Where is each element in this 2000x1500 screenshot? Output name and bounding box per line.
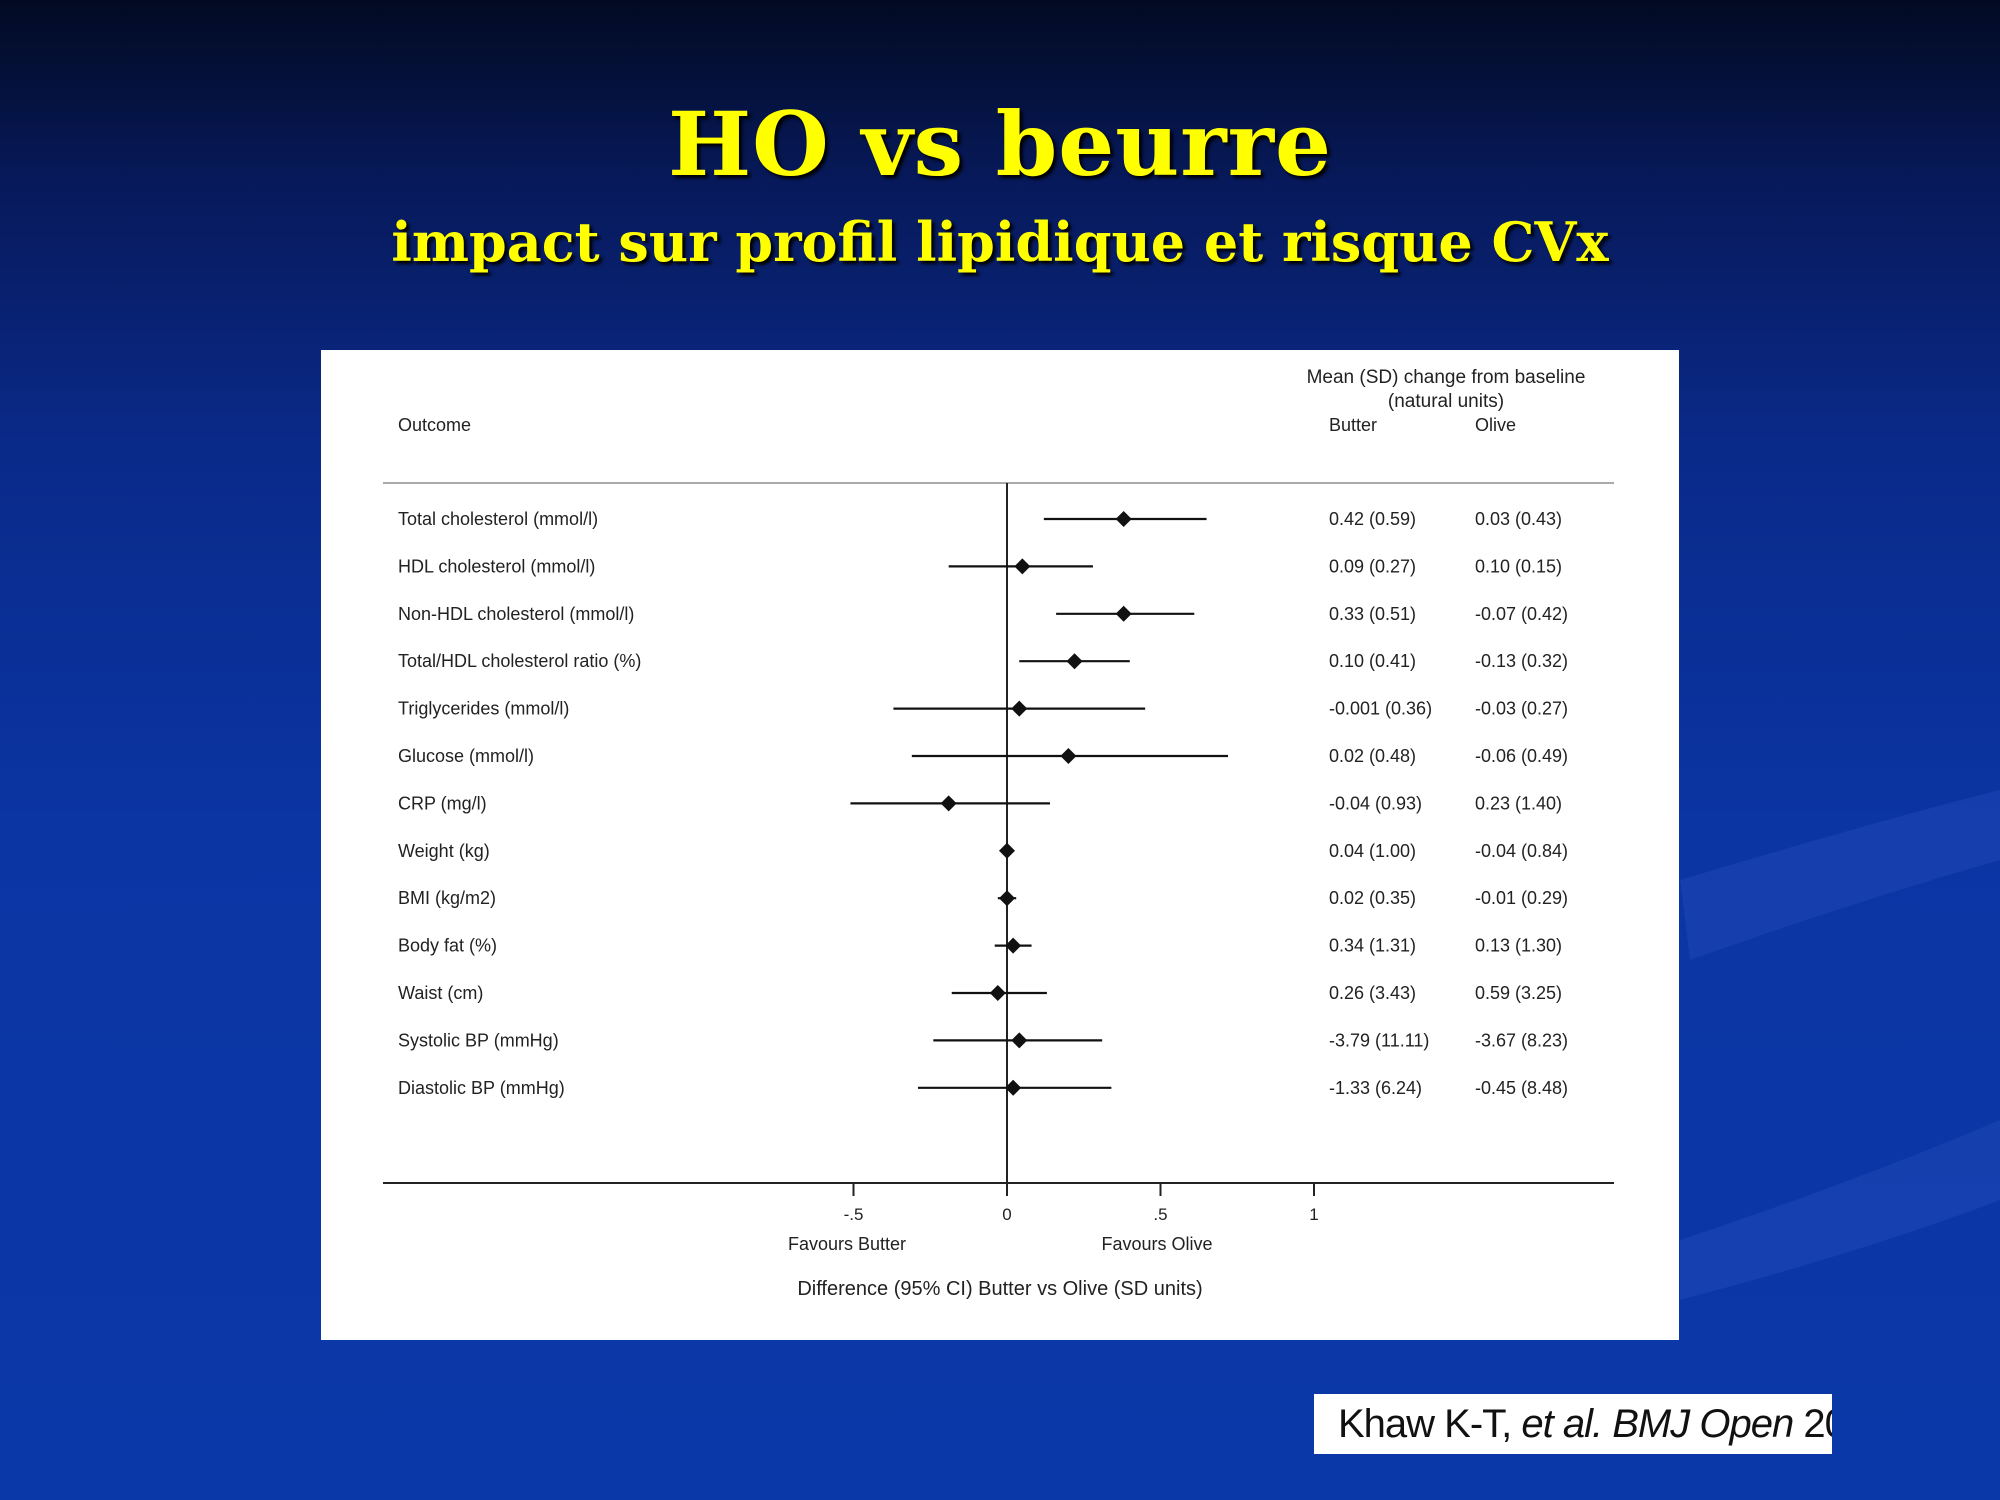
butter-value: 0.02 (0.35) [1329, 888, 1416, 908]
forest-row: HDL cholesterol (mmol/l) 0.09 (0.27) 0.10 … [398, 556, 1562, 576]
forest-row: Weight (kg) 0.04 (1.00) -0.04 (0.84) [398, 841, 1568, 861]
outcome-header: Outcome [398, 415, 471, 435]
olive-value: 0.10 (0.15) [1475, 556, 1562, 576]
estimate-marker [989, 985, 1006, 1001]
estimate-marker [1011, 1032, 1028, 1049]
olive-value: -0.07 (0.42) [1475, 604, 1568, 624]
estimate-marker [1115, 605, 1132, 622]
estimate-marker [1011, 700, 1028, 717]
estimate-marker [940, 795, 957, 812]
outcome-label: Body fat (%) [398, 936, 497, 956]
table-header-units: (natural units) [1388, 391, 1504, 412]
outcome-label: Total/HDL cholesterol ratio (%) [398, 651, 641, 671]
forest-row: Non-HDL cholesterol (mmol/l) 0.33 (0.51) -… [398, 604, 1568, 624]
olive-value: 0.23 (1.40) [1475, 793, 1562, 813]
x-tick-label: 0 [1002, 1205, 1011, 1224]
slide-title: HO vs beurre [668, 92, 1332, 196]
butter-value: 0.34 (1.31) [1329, 936, 1416, 956]
forest-row: Systolic BP (mmHg) -3.79 (11.11) -3.67 (8.… [398, 1030, 1568, 1050]
outcome-label: CRP (mg/l) [398, 793, 487, 813]
outcome-label: Triglycerides (mmol/l) [398, 699, 569, 719]
forest-row: CRP (mg/l) -0.04 (0.93) 0.23 (1.40) [398, 793, 1562, 813]
olive-value: -0.04 (0.84) [1475, 841, 1568, 861]
butter-value: -3.79 (11.11) [1329, 1030, 1429, 1050]
butter-value: 0.42 (0.59) [1329, 509, 1416, 529]
outcome-label: Waist (cm) [398, 983, 483, 1003]
citation-year: 2018; [1803, 1402, 1832, 1446]
forest-row: Waist (cm) 0.26 (3.43) 0.59 (3.25) [398, 983, 1562, 1003]
x-axis-ticks: -.5 0 .5 1 [844, 1183, 1319, 1224]
forest-row: Diastolic BP (mmHg) -1.33 (6.24) -0.45 (8.… [398, 1078, 1568, 1098]
table-header: Mean (SD) change from baseline [1307, 367, 1586, 388]
butter-value: 0.02 (0.48) [1329, 746, 1416, 766]
outcome-label: Non-HDL cholesterol (mmol/l) [398, 604, 634, 624]
forest-row: Glucose (mmol/l) 0.02 (0.48) -0.06 (0.49) [398, 746, 1568, 766]
forest-row: Total/HDL cholesterol ratio (%) 0.10 (0.4… [398, 651, 1568, 671]
citation-journal: et al. BMJ Open [1521, 1402, 1794, 1446]
x-tick-label: -.5 [844, 1205, 864, 1224]
olive-value: 0.03 (0.43) [1475, 509, 1562, 529]
outcome-label: HDL cholesterol (mmol/l) [398, 556, 595, 576]
estimate-marker [1115, 511, 1132, 527]
butter-value: 0.26 (3.43) [1329, 983, 1416, 1003]
olive-value: -0.03 (0.27) [1475, 699, 1568, 719]
forest-row: Triglycerides (mmol/l) -0.001 (0.36) -0.03… [398, 699, 1568, 719]
outcome-label: Systolic BP (mmHg) [398, 1030, 559, 1050]
olive-value: 0.59 (3.25) [1475, 983, 1562, 1003]
olive-value: 0.13 (1.30) [1475, 936, 1562, 956]
forest-row: Body fat (%) 0.34 (1.31) 0.13 (1.30) [398, 936, 1562, 956]
outcome-label: Glucose (mmol/l) [398, 746, 534, 766]
olive-value: -0.06 (0.49) [1475, 746, 1568, 766]
outcome-label: BMI (kg/m2) [398, 888, 496, 908]
butter-value: -0.001 (0.36) [1329, 699, 1432, 719]
outcome-label: Total cholesterol (mmol/l) [398, 509, 598, 529]
olive-value: -0.01 (0.29) [1475, 888, 1568, 908]
estimate-marker [999, 842, 1015, 859]
outcome-label: Weight (kg) [398, 841, 490, 861]
favours-olive-label: Favours Olive [1101, 1234, 1212, 1254]
outcome-label: Diastolic BP (mmHg) [398, 1078, 565, 1098]
slide-subtitle: impact sur profil lipidique et risque CV… [391, 210, 1609, 274]
forest-rows: Total cholesterol (mmol/l) 0.42 (0.59) 0.0… [398, 483, 1568, 1183]
olive-value: -0.45 (8.48) [1475, 1078, 1568, 1098]
butter-column-header: Butter [1329, 415, 1377, 435]
butter-value: 0.10 (0.41) [1329, 651, 1416, 671]
estimate-marker [999, 890, 1015, 907]
estimate-marker [1014, 558, 1031, 575]
butter-value: 0.09 (0.27) [1329, 556, 1416, 576]
favours-butter-label: Favours Butter [788, 1234, 906, 1254]
x-tick-label: 1 [1309, 1205, 1318, 1224]
olive-column-header: Olive [1475, 415, 1516, 435]
butter-value: -1.33 (6.24) [1329, 1078, 1422, 1098]
estimate-marker [1005, 1079, 1022, 1096]
estimate-marker [1005, 937, 1022, 954]
olive-value: -0.13 (0.32) [1475, 651, 1568, 671]
olive-value: -3.67 (8.23) [1475, 1030, 1568, 1050]
butter-value: 0.04 (1.00) [1329, 841, 1416, 861]
estimate-marker [1066, 653, 1083, 670]
forest-row: Total cholesterol (mmol/l) 0.42 (0.59) 0.0… [398, 509, 1562, 529]
x-tick-label: .5 [1153, 1205, 1167, 1224]
butter-value: -0.04 (0.93) [1329, 793, 1422, 813]
forest-plot-panel: Mean (SD) change from baseline (natural … [321, 350, 1679, 1340]
x-axis-label: Difference (95% CI) Butter vs Olive (SD … [797, 1278, 1202, 1300]
forest-plot: Mean (SD) change from baseline (natural … [383, 367, 1614, 1300]
forest-row: BMI (kg/m2) 0.02 (0.35) -0.01 (0.29) [398, 888, 1568, 908]
citation-authors: Khaw K-T, [1338, 1402, 1522, 1446]
estimate-marker [1060, 748, 1077, 764]
citation: Khaw K-T, et al. BMJ Open 2018; [1314, 1394, 1832, 1454]
butter-value: 0.33 (0.51) [1329, 604, 1416, 624]
